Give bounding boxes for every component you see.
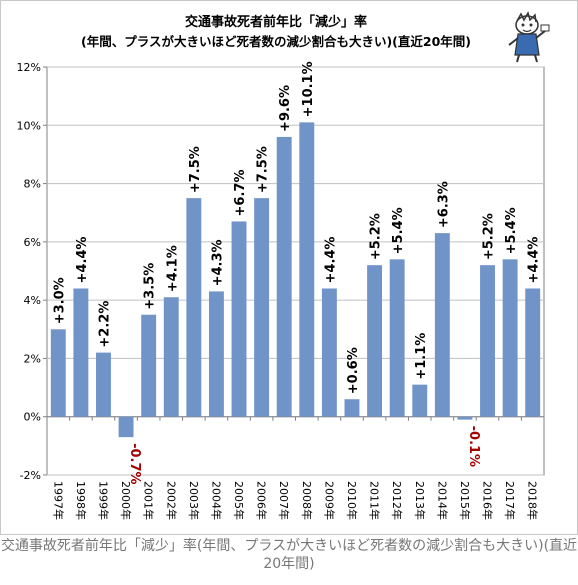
x-tick-label: 2011年 bbox=[368, 481, 382, 520]
bar bbox=[73, 288, 89, 417]
data-label: +0.6% bbox=[346, 347, 361, 394]
bar-chart: -2% 0% 2% 4% 6% 8% 10% 12% +3.0% 1997年 +4.4% 1998年 +… bbox=[17, 61, 545, 520]
data-label: -0.1% bbox=[466, 426, 481, 467]
figure-caption: 交通事故死者前年比「減少」率(年間、プラスが大きいほど死者数の減少割合も大きい)… bbox=[0, 538, 578, 572]
bar bbox=[118, 416, 134, 438]
bar bbox=[344, 399, 360, 417]
bar bbox=[367, 265, 383, 417]
bar bbox=[434, 233, 450, 417]
x-tick-label: 2001年 bbox=[142, 481, 156, 520]
data-label: +5.2% bbox=[482, 213, 497, 260]
x-tick-label: 2016年 bbox=[481, 481, 495, 520]
x-tick-label: 2018年 bbox=[526, 481, 540, 520]
chart-subtitle: (年間、プラスが大きいほど死者数の減少割合も大きい)(直近20年間) bbox=[81, 34, 471, 49]
bar bbox=[208, 291, 224, 417]
y-tick-label: 12% bbox=[17, 61, 41, 74]
plot-area bbox=[46, 66, 545, 476]
x-tick-label: 1997年 bbox=[51, 481, 65, 520]
x-tick-label: 2014年 bbox=[435, 481, 449, 520]
data-label: +10.1% bbox=[301, 61, 316, 117]
data-label: +7.5% bbox=[188, 146, 203, 193]
bar bbox=[186, 198, 202, 417]
x-tick-label: 2012年 bbox=[390, 481, 404, 520]
x-tick-label: 2004年 bbox=[209, 481, 223, 520]
chart-frame: -2% 0% 2% 4% 6% 8% 10% 12% +3.0% 1997年 +4.4% 1998年 +… bbox=[0, 0, 578, 535]
data-label: +4.4% bbox=[527, 237, 542, 284]
bar bbox=[412, 384, 428, 417]
x-tick-label: 2006年 bbox=[255, 481, 269, 520]
data-label: +4.4% bbox=[323, 237, 338, 284]
bar bbox=[96, 352, 111, 417]
x-tick-label: 2009年 bbox=[322, 481, 336, 520]
bar bbox=[321, 288, 337, 417]
data-label: +7.5% bbox=[256, 146, 271, 193]
bar bbox=[525, 288, 541, 417]
x-tick-label: 2005年 bbox=[232, 481, 246, 520]
data-label: +2.2% bbox=[97, 301, 112, 348]
x-tick-label: 2003年 bbox=[187, 481, 201, 520]
bar bbox=[50, 329, 66, 417]
y-tick-label: 4% bbox=[24, 294, 41, 307]
x-tick-label: 2008年 bbox=[300, 481, 314, 520]
y-tick-label: 10% bbox=[17, 119, 41, 132]
x-tick-label: 2010年 bbox=[345, 481, 359, 520]
y-tick-label: 0% bbox=[24, 411, 41, 424]
x-tick-label: 2000年 bbox=[119, 481, 133, 520]
data-label: +5.2% bbox=[369, 213, 384, 260]
bar bbox=[163, 297, 179, 417]
y-tick-label: 8% bbox=[24, 178, 41, 191]
x-tick-label: 2015年 bbox=[458, 481, 472, 520]
bar bbox=[389, 259, 405, 417]
data-label: +6.7% bbox=[233, 170, 248, 217]
data-label: +5.4% bbox=[391, 207, 406, 254]
x-tick-label: 1998年 bbox=[74, 481, 88, 520]
data-label: +6.3% bbox=[436, 181, 451, 228]
bar bbox=[276, 136, 292, 417]
bar bbox=[254, 198, 270, 417]
x-tick-label: 2002年 bbox=[164, 481, 178, 520]
bar bbox=[141, 314, 157, 417]
mascot-illustration bbox=[508, 11, 550, 63]
y-tick-label: -2% bbox=[20, 469, 41, 482]
data-label: +4.1% bbox=[165, 245, 180, 292]
bar bbox=[502, 259, 518, 417]
x-tick-label: 2013年 bbox=[413, 481, 427, 520]
data-label: +3.0% bbox=[52, 277, 67, 324]
bar bbox=[480, 265, 495, 417]
bar bbox=[299, 122, 315, 417]
data-label: +9.6% bbox=[278, 85, 293, 132]
data-label: +4.3% bbox=[210, 239, 225, 286]
x-tick-label: 2017年 bbox=[503, 481, 517, 520]
data-label: -0.7% bbox=[127, 443, 142, 484]
data-label: +3.5% bbox=[143, 263, 158, 310]
bar bbox=[457, 416, 473, 420]
y-tick-label: 6% bbox=[24, 236, 41, 249]
y-tick-label: 2% bbox=[24, 352, 41, 365]
x-tick-label: 2007年 bbox=[277, 481, 291, 520]
bar bbox=[231, 221, 247, 417]
x-tick-label: 1999年 bbox=[96, 481, 110, 520]
data-label: +1.1% bbox=[414, 333, 429, 380]
data-label: +4.4% bbox=[75, 237, 90, 284]
chart-title: 交通事故死者前年比「減少」率 bbox=[184, 15, 367, 30]
data-label: +5.4% bbox=[504, 207, 519, 254]
